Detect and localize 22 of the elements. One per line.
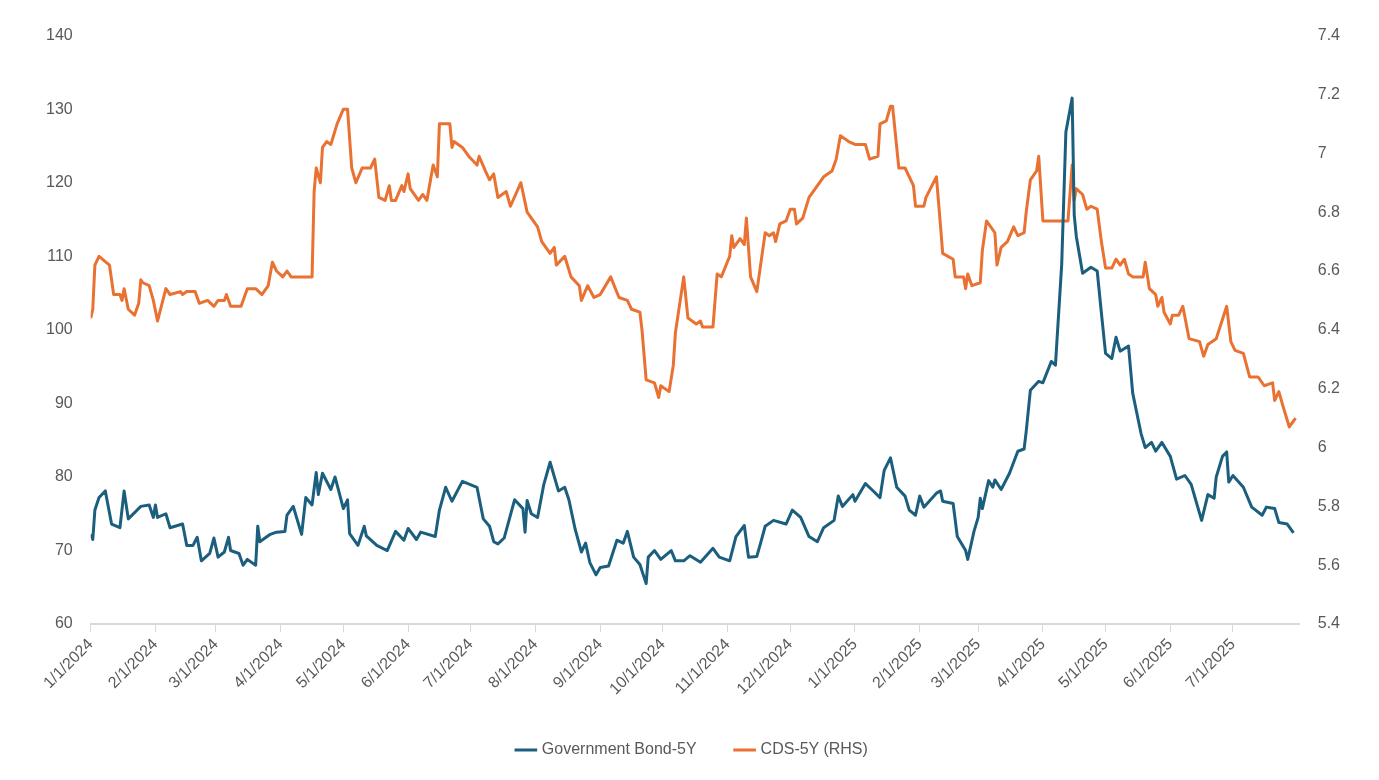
y2-tick-label: 5.6 [1317, 555, 1341, 573]
y-tick-label: 140 [45, 26, 73, 44]
y2-tick-label: 5.4 [1317, 614, 1341, 632]
y2-tick-label: 6 [1317, 437, 1327, 455]
y2-tick-label: 6.4 [1317, 320, 1341, 338]
y-tick-label: 130 [45, 99, 73, 117]
y-tick-label: 100 [45, 320, 73, 338]
y2-tick-label: 7.4 [1317, 26, 1341, 44]
y2-tick-label: 7 [1317, 143, 1327, 161]
y-tick-label: 60 [54, 614, 73, 632]
y2-tick-label: 6.2 [1317, 379, 1341, 397]
y-tick-label: 70 [54, 540, 73, 558]
legend-label: CDS-5Y (RHS) [760, 740, 868, 758]
y2-tick-label: 5.8 [1317, 496, 1341, 514]
y-tick-label: 90 [54, 393, 73, 411]
y2-tick-label: 6.8 [1317, 202, 1341, 220]
y-tick-label: 80 [54, 467, 73, 485]
legend-label: Government Bond-5Y [541, 740, 697, 758]
y2-tick-label: 7.2 [1317, 84, 1341, 102]
y-tick-label: 120 [45, 173, 73, 191]
y-tick-label: 110 [47, 246, 73, 264]
y2-tick-label: 6.6 [1317, 261, 1341, 279]
